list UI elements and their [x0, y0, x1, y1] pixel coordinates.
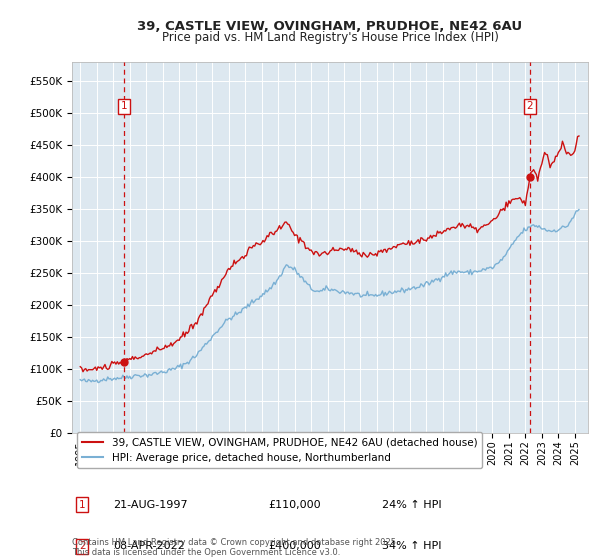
- Text: 2: 2: [526, 101, 533, 111]
- Text: 39, CASTLE VIEW, OVINGHAM, PRUDHOE, NE42 6AU: 39, CASTLE VIEW, OVINGHAM, PRUDHOE, NE42…: [137, 20, 523, 32]
- Text: 34% ↑ HPI: 34% ↑ HPI: [382, 542, 441, 552]
- Text: 1: 1: [121, 101, 127, 111]
- Text: £110,000: £110,000: [268, 500, 321, 510]
- Text: Contains HM Land Registry data © Crown copyright and database right 2025.
This d: Contains HM Land Registry data © Crown c…: [72, 538, 398, 557]
- Text: 21-AUG-1997: 21-AUG-1997: [113, 500, 188, 510]
- Text: £400,000: £400,000: [268, 542, 321, 552]
- Text: Price paid vs. HM Land Registry's House Price Index (HPI): Price paid vs. HM Land Registry's House …: [161, 31, 499, 44]
- Text: 08-APR-2022: 08-APR-2022: [113, 542, 185, 552]
- Legend: 39, CASTLE VIEW, OVINGHAM, PRUDHOE, NE42 6AU (detached house), HPI: Average pric: 39, CASTLE VIEW, OVINGHAM, PRUDHOE, NE42…: [77, 432, 482, 468]
- Text: 1: 1: [79, 500, 86, 510]
- Text: 24% ↑ HPI: 24% ↑ HPI: [382, 500, 441, 510]
- Text: 2: 2: [79, 542, 86, 552]
